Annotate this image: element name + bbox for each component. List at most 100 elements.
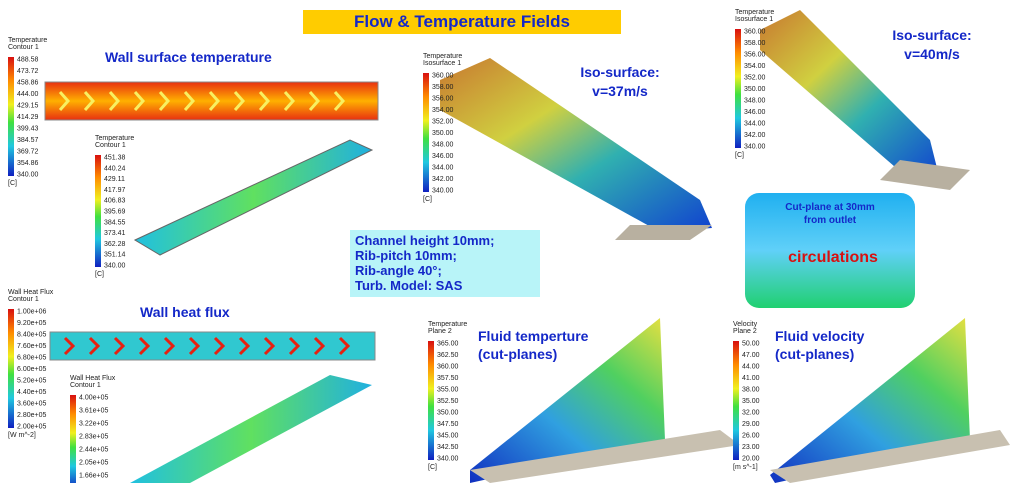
caption: Iso-surface:	[580, 64, 659, 80]
legend-label: 352.00	[432, 119, 454, 126]
colorbar	[8, 57, 14, 176]
legend-title: Contour 1	[70, 382, 101, 389]
legend-label: 6.00e+05	[17, 366, 46, 373]
caption: v=40m/s	[904, 46, 960, 62]
colorbar	[733, 341, 739, 460]
legend-label: 399.43	[17, 126, 39, 133]
legend-label: 26.00	[742, 433, 760, 440]
legend-label: 29.00	[742, 421, 760, 428]
channel-flux-image	[130, 375, 372, 483]
legend-title: Temperature	[428, 321, 467, 328]
legend-unit: [C]	[95, 271, 104, 278]
legend-title: Temperature	[95, 135, 134, 142]
legend-label: 384.57	[17, 137, 39, 144]
legend-label: 362.28	[104, 241, 126, 248]
legend-label: 357.50	[437, 375, 459, 382]
legend-label: 20.00	[742, 456, 760, 463]
legend-title: Wall Heat Flux	[8, 289, 54, 296]
legend-label: 417.97	[104, 187, 126, 194]
legend-label: 354.00	[432, 107, 454, 114]
legend-label: 365.00	[437, 341, 459, 348]
legend-label: 373.41	[104, 230, 126, 237]
legend-label: 346.00	[432, 153, 454, 160]
info-line: Channel height 10mm;	[355, 233, 494, 248]
legend-label: 348.00	[744, 98, 766, 105]
legend-label: 406.83	[104, 198, 126, 205]
legend-label: 346.00	[744, 109, 766, 116]
legend-label: 50.00	[742, 341, 760, 348]
legend-label: 342.00	[744, 132, 766, 139]
legend-label: 32.00	[742, 410, 760, 417]
legend-label: 7.60e+05	[17, 343, 46, 350]
colorbar	[423, 73, 429, 192]
caption: v=37m/s	[592, 83, 648, 99]
caption: (cut-planes)	[775, 346, 854, 362]
colorbar	[95, 155, 101, 267]
legend-title: Contour 1	[8, 44, 39, 51]
legend-label: 344.00	[744, 121, 766, 128]
cut-plane-caption: from outlet	[804, 215, 857, 226]
legend-label: 344.00	[432, 165, 454, 172]
legend-unit: [W m^-2]	[8, 432, 36, 439]
info-line: Turb. Model: SAS	[355, 278, 463, 293]
legend-label: 41.00	[742, 375, 760, 382]
legend-label: 356.00	[432, 96, 454, 103]
legend-label: 451.38	[104, 155, 126, 162]
slide-title: Flow & Temperature Fields	[354, 12, 570, 31]
legend-label: 350.00	[437, 410, 459, 417]
legend-label: 473.72	[17, 68, 39, 75]
legend-label: 354.00	[744, 63, 766, 70]
info-line: Rib-angle 40°;	[355, 263, 442, 278]
legend-label: 340.00	[744, 144, 766, 151]
legend-label: 358.00	[432, 84, 454, 91]
legend-label: 340.00	[432, 188, 454, 195]
caption: Fluid temperture	[478, 328, 589, 344]
legend-label: 356.00	[744, 52, 766, 59]
legend-title: Plane 2	[733, 328, 757, 335]
legend-label: 8.40e+05	[17, 332, 46, 339]
legend-title: Temperature	[8, 37, 47, 44]
legend-label: 340.00	[104, 263, 126, 270]
iso37-base	[615, 225, 712, 240]
colorbar	[70, 395, 76, 483]
legend-label: 352.00	[744, 75, 766, 82]
legend-unit: [C]	[735, 152, 744, 159]
caption: (cut-planes)	[478, 346, 557, 362]
legend-label: 5.20e+05	[17, 378, 46, 385]
legend-label: 348.00	[432, 142, 454, 149]
legend-label: 23.00	[742, 444, 760, 451]
legend-label: 458.86	[17, 80, 39, 87]
legend-label: 1.66e+05	[79, 473, 108, 480]
legend-label: 351.14	[104, 252, 126, 259]
legend-title: Isosurface 1	[735, 16, 773, 23]
legend-title: Wall Heat Flux	[70, 375, 116, 382]
legend-title: Temperature	[735, 9, 774, 16]
legend-label: 342.00	[432, 176, 454, 183]
iso37-image	[440, 58, 712, 232]
colorbar	[735, 29, 741, 148]
legend-label: 2.44e+05	[79, 447, 108, 454]
channel-temp-image	[135, 140, 372, 255]
legend-label: 2.80e+05	[17, 412, 46, 419]
legend-label: 2.83e+05	[79, 434, 108, 441]
legend-unit: [m s^-1]	[733, 464, 758, 471]
legend-label: 414.29	[17, 114, 39, 121]
legend-label: 345.00	[437, 433, 459, 440]
legend-label: 342.50	[437, 444, 459, 451]
legend-label: 360.00	[432, 73, 454, 80]
legend-title: Temperature	[423, 53, 462, 60]
caption: Wall heat flux	[140, 304, 230, 320]
legend-label: 354.86	[17, 160, 39, 167]
info-line: Rib-pitch 10mm;	[355, 248, 457, 263]
legend-label: 1.00e+06	[17, 309, 46, 316]
legend-label: 47.00	[742, 352, 760, 359]
legend-title: Velocity	[733, 321, 758, 328]
caption: Wall surface temperature	[105, 49, 272, 65]
legend-label: 362.50	[437, 352, 459, 359]
legend-label: 369.72	[17, 149, 39, 156]
legend-title: Plane 2	[428, 328, 452, 335]
legend-label: 340.00	[17, 172, 39, 179]
legend-label: 440.24	[104, 165, 126, 172]
legend-unit: [C]	[423, 196, 432, 203]
legend-label: 488.58	[17, 57, 39, 64]
